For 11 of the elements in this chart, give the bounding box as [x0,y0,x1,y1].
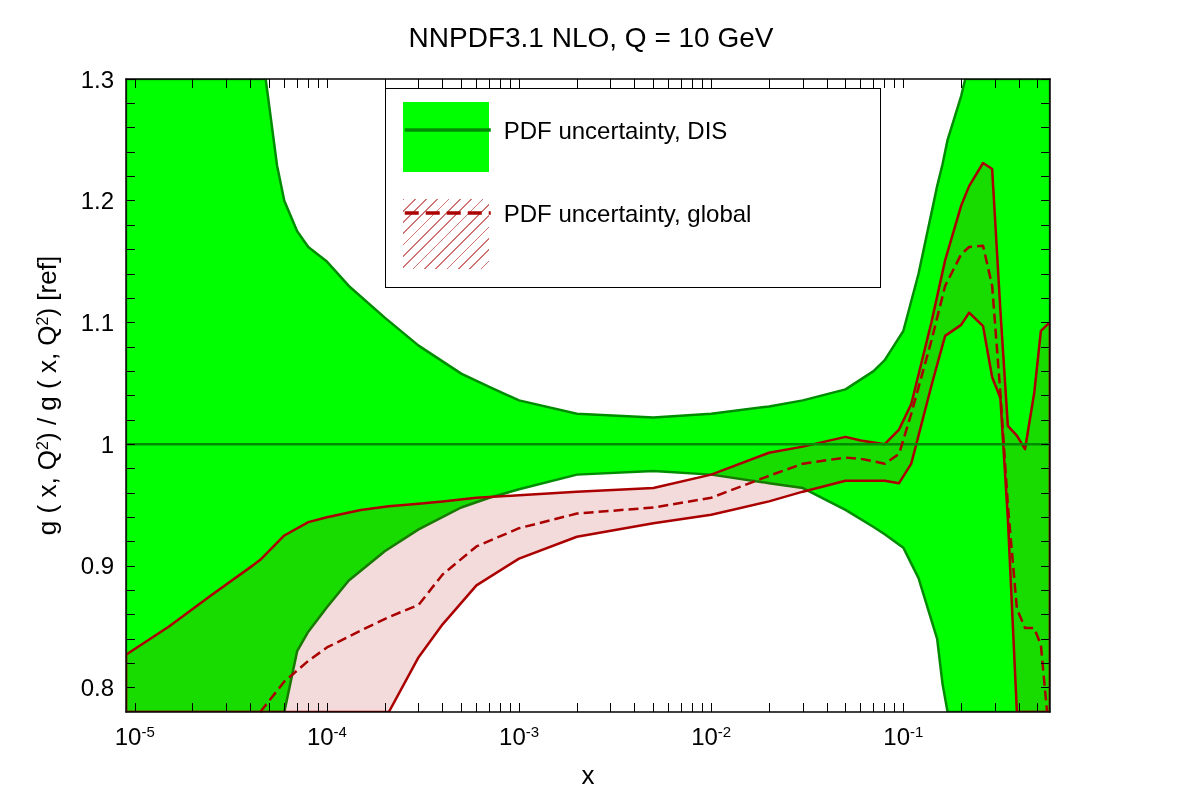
y-tick-label: 0.9 [80,552,114,580]
y-axis-title: g ( x, Q2) / g ( x, Q2) [ref] [32,255,62,536]
y-tick-label: 1 [100,430,114,458]
legend-label: PDF uncertainty, global [503,199,752,227]
chart-title: NNPDF3.1 NLO, Q = 10 GeV [408,21,774,53]
x-axis-title: x [581,760,595,790]
y-tick-label: 0.8 [80,674,114,702]
y-tick-label: 1.2 [80,187,114,215]
y-tick-label: 1.3 [80,65,114,93]
y-tick-label: 1.1 [80,308,114,336]
legend-label: PDF uncertainty, DIS [503,116,728,144]
